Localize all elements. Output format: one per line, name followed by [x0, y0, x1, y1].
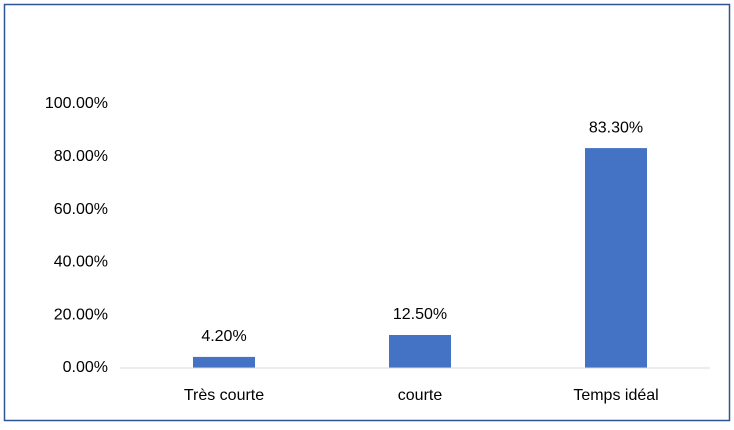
y-tick-label: 100.00%	[45, 95, 108, 112]
bar	[585, 148, 647, 368]
x-tick-label: courte	[398, 387, 443, 404]
y-tick-label: 40.00%	[54, 254, 108, 271]
data-label: 12.50%	[393, 306, 447, 323]
y-tick-label: 60.00%	[54, 201, 108, 218]
y-tick-label: 80.00%	[54, 148, 108, 165]
bar	[193, 356, 255, 368]
data-label: 83.30%	[589, 119, 643, 136]
y-tick-label: 20.00%	[54, 306, 108, 323]
y-tick-label: 0.00%	[63, 359, 108, 376]
data-label: 4.20%	[201, 328, 246, 345]
bar	[389, 335, 451, 368]
x-tick-label: Temps idéal	[573, 387, 658, 404]
x-tick-label: Très courte	[184, 387, 264, 404]
